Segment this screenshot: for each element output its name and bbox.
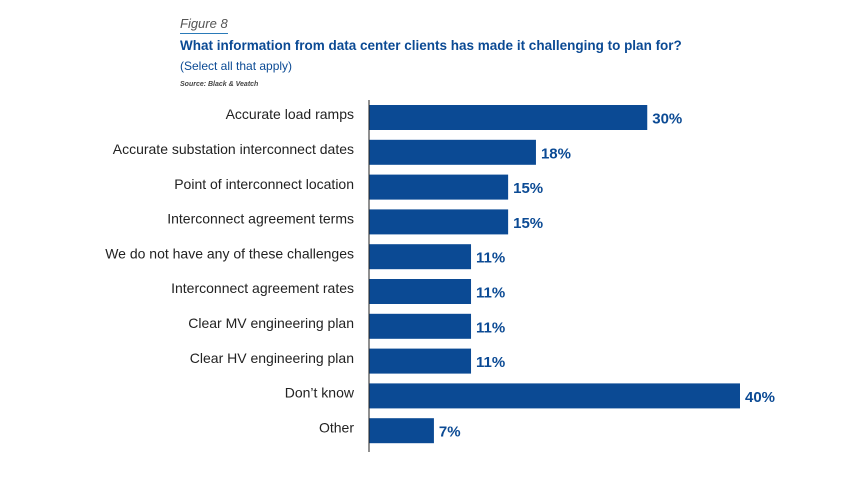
value-label: 11% xyxy=(476,319,505,336)
bars-layer: Accurate load ramps 30% Accurate substatio… xyxy=(105,105,775,444)
value-label: 11% xyxy=(476,354,505,371)
value-label: 30% xyxy=(652,110,682,127)
category-label: Interconnect agreement terms xyxy=(167,211,354,227)
category-label: Don’t know xyxy=(285,385,355,401)
value-label: 15% xyxy=(513,180,543,197)
category-label: Clear HV engineering plan xyxy=(190,350,354,366)
source-note: Source: Black & Veatch xyxy=(180,81,259,88)
bar xyxy=(369,244,472,270)
category-label: Point of interconnect location xyxy=(174,176,354,192)
value-label: 15% xyxy=(513,215,543,232)
category-label: Accurate load ramps xyxy=(226,106,354,122)
chart-title: What information from data center client… xyxy=(180,38,682,53)
value-label: 7% xyxy=(439,424,461,441)
category-label: We do not have any of these challenges xyxy=(105,245,354,261)
category-label: Other xyxy=(319,419,354,435)
value-label: 11% xyxy=(476,250,505,267)
bar xyxy=(369,174,509,200)
category-label: Clear MV engineering plan xyxy=(188,315,354,331)
bar xyxy=(369,209,509,235)
bar xyxy=(369,348,472,374)
category-label: Interconnect agreement rates xyxy=(171,280,354,296)
chart-subtitle: (Select all that apply) xyxy=(180,59,293,73)
value-label: 18% xyxy=(541,145,571,162)
value-label: 11% xyxy=(476,284,505,301)
bar xyxy=(369,418,434,444)
bar xyxy=(369,105,648,130)
bar xyxy=(369,139,536,165)
category-label: Accurate substation interconnect dates xyxy=(113,141,354,157)
figure-label: Figure 8 xyxy=(180,16,228,34)
value-label: 40% xyxy=(745,389,775,406)
bar xyxy=(369,383,740,409)
bar xyxy=(369,279,472,304)
bar xyxy=(369,313,472,339)
